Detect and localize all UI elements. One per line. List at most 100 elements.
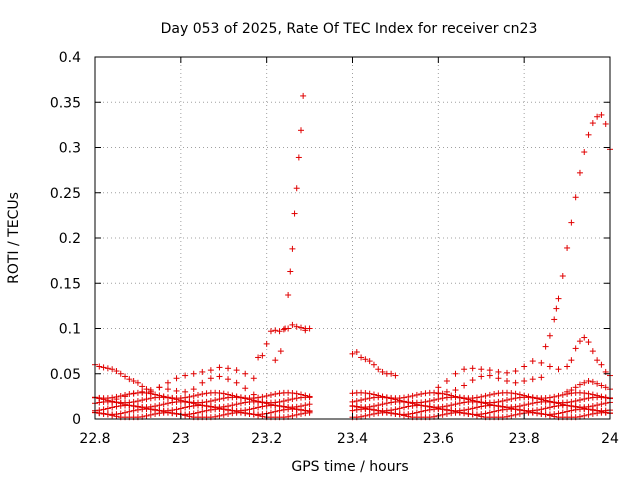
data-point-noise: [370, 403, 377, 410]
data-point-noise: [366, 403, 373, 410]
data-point-noise: [491, 399, 498, 406]
data-point-arc-1: [293, 323, 300, 330]
data-point-noise: [126, 408, 133, 415]
data-point-noise: [160, 401, 167, 408]
data-point-noise: [383, 407, 390, 414]
data-point-noise: [302, 402, 309, 409]
data-point-noise: [233, 393, 240, 400]
data-point-arc-1: [259, 352, 266, 359]
data-point-spike-1: [293, 185, 300, 192]
data-point-arc-1: [263, 340, 270, 347]
data-point-arc-1: [272, 327, 279, 334]
data-point-late-arc-2: [512, 379, 519, 386]
data-point-hump-2: [572, 345, 579, 352]
data-point-noise: [285, 397, 292, 404]
data-point-noise: [216, 390, 223, 397]
data-point-spike-2: [585, 131, 592, 138]
data-point-hump-2: [568, 357, 575, 364]
data-point-post-gap: [388, 370, 395, 377]
data-point-noise: [276, 398, 283, 405]
data-point-noise: [413, 391, 420, 398]
data-point-post-gap: [362, 356, 369, 363]
data-point-noise: [512, 411, 519, 418]
data-point-right-cluster: [602, 384, 609, 391]
data-point-noise: [499, 397, 506, 404]
data-point-noise: [456, 407, 463, 414]
data-point-noise: [362, 412, 369, 419]
data-point-mid-bump: [190, 370, 197, 377]
data-point-noise: [302, 392, 309, 399]
data-point-noise: [443, 391, 450, 398]
data-point-noise: [504, 397, 510, 404]
data-point-noise: [482, 392, 489, 399]
data-point-noise: [581, 390, 588, 397]
data-point-noise: [564, 390, 571, 397]
data-point-noise: [225, 403, 232, 410]
data-point-noise: [366, 411, 373, 418]
data-point-noise: [246, 406, 253, 413]
data-point-late-arc-2: [538, 374, 545, 381]
x-axis-label: GPS time / hours: [291, 459, 408, 475]
data-point-right-cluster: [581, 379, 588, 386]
data-point-post-gap: [379, 368, 386, 375]
data-point-mid-low: [173, 387, 180, 394]
data-point-noise: [392, 406, 399, 413]
data-point-late-arc-2: [452, 387, 459, 394]
data-point-noise: [452, 401, 459, 408]
data-point-noise: [516, 391, 523, 398]
data-point-post-gap: [392, 372, 399, 379]
data-point-noise: [401, 394, 407, 401]
data-point-noise: [237, 394, 244, 401]
data-point-arc-1: [255, 354, 262, 361]
data-point-noise: [203, 398, 210, 405]
data-point-spike-2: [555, 295, 562, 302]
data-point-hump-2: [598, 361, 605, 368]
data-point-noise: [555, 410, 562, 417]
data-point-noise: [546, 404, 553, 411]
data-point-early-high: [109, 366, 116, 373]
data-point-noise: [272, 391, 279, 398]
data-point-noise: [358, 397, 365, 404]
data-point-noise: [581, 396, 588, 403]
data-point-noise: [448, 392, 455, 399]
data-point-noise: [495, 398, 502, 405]
data-point-early-high: [96, 363, 103, 370]
data-point-spike-1: [287, 268, 294, 275]
data-point-late-arc-1: [546, 363, 553, 370]
data-points: [92, 92, 613, 421]
data-point-arc-1: [267, 328, 274, 335]
data-point-noise: [255, 394, 262, 401]
data-point-noise: [186, 411, 193, 418]
data-point-mid-bump: [216, 364, 223, 371]
data-point-late-arc-1: [435, 384, 442, 391]
data-point-noise: [190, 410, 197, 417]
data-point-noise: [126, 399, 133, 406]
data-point-right-cluster: [598, 382, 605, 389]
data-point-late-arc-1: [443, 377, 450, 384]
data-point-noise: [443, 403, 450, 410]
data-point-noise: [564, 399, 571, 406]
data-point-noise: [508, 396, 515, 403]
data-point-noise: [486, 409, 493, 416]
data-point-noise: [293, 403, 300, 410]
data-point-noise: [452, 393, 459, 400]
data-point-spike-1: [298, 127, 304, 134]
data-point-noise: [413, 409, 420, 416]
data-point-spike-1: [272, 357, 279, 364]
x-tick-label: 23.8: [509, 431, 540, 447]
data-point-noise: [383, 400, 390, 407]
y-tick-label: 0.35: [50, 95, 81, 111]
data-point-noise: [418, 399, 425, 406]
data-point-noise: [117, 410, 124, 417]
data-point-noise: [439, 411, 446, 418]
data-point-spike-2: [594, 113, 601, 120]
data-point-noise: [289, 412, 296, 419]
data-point-noise: [255, 404, 262, 411]
data-point-early-high: [113, 368, 120, 375]
plot-frame: [94, 56, 611, 420]
data-point-late-arc-2: [495, 375, 502, 382]
data-point-noise: [598, 393, 605, 400]
data-point-noise: [143, 396, 150, 403]
data-point-early-high: [134, 379, 141, 386]
data-point-mid-bump: [164, 379, 171, 386]
